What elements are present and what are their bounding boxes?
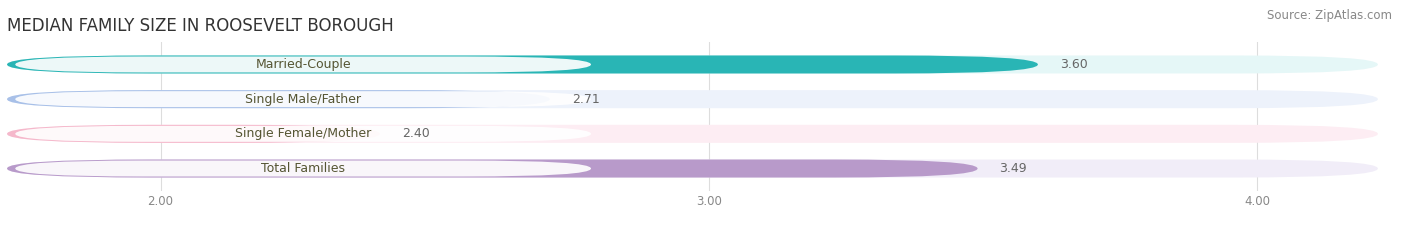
FancyBboxPatch shape <box>15 161 591 176</box>
Text: MEDIAN FAMILY SIZE IN ROOSEVELT BOROUGH: MEDIAN FAMILY SIZE IN ROOSEVELT BOROUGH <box>7 17 394 35</box>
Text: 3.49: 3.49 <box>1000 162 1028 175</box>
FancyBboxPatch shape <box>7 55 1378 73</box>
FancyBboxPatch shape <box>15 57 591 72</box>
Text: Source: ZipAtlas.com: Source: ZipAtlas.com <box>1267 9 1392 22</box>
Text: Total Families: Total Families <box>262 162 344 175</box>
FancyBboxPatch shape <box>7 55 1038 73</box>
Text: 2.40: 2.40 <box>402 127 430 140</box>
FancyBboxPatch shape <box>7 90 550 108</box>
FancyBboxPatch shape <box>15 91 591 107</box>
Text: Married-Couple: Married-Couple <box>256 58 352 71</box>
FancyBboxPatch shape <box>7 125 1378 143</box>
FancyBboxPatch shape <box>15 126 591 142</box>
FancyBboxPatch shape <box>7 125 380 143</box>
FancyBboxPatch shape <box>7 160 977 178</box>
FancyBboxPatch shape <box>7 160 1378 178</box>
Text: Single Male/Father: Single Male/Father <box>245 93 361 106</box>
FancyBboxPatch shape <box>7 90 1378 108</box>
Text: 3.60: 3.60 <box>1060 58 1088 71</box>
Text: 2.71: 2.71 <box>572 93 599 106</box>
Text: Single Female/Mother: Single Female/Mother <box>235 127 371 140</box>
